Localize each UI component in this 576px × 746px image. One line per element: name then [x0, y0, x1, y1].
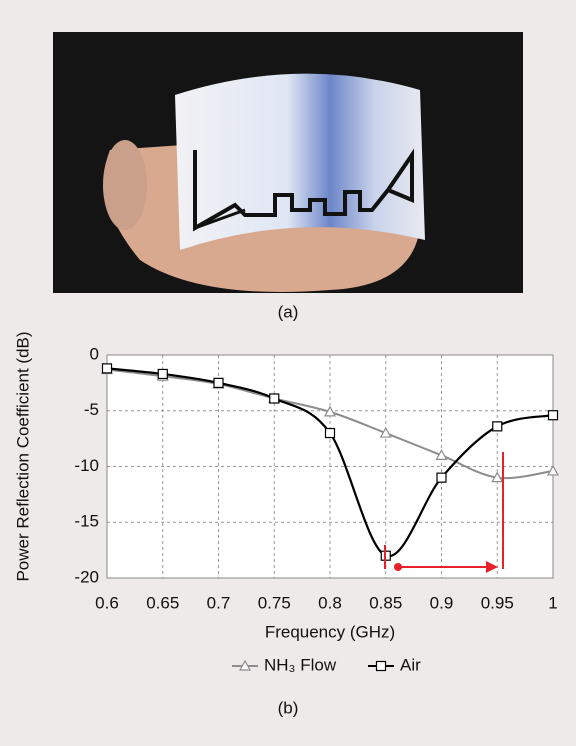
legend-label: Air	[400, 655, 421, 674]
x-tick-label: 0.6	[95, 593, 119, 612]
x-tick-label: 0.9	[430, 593, 454, 612]
data-point	[546, 464, 560, 476]
annotation	[394, 563, 402, 571]
data-point	[213, 377, 224, 388]
y-tick-label: 0	[90, 344, 99, 363]
annotation	[486, 561, 498, 573]
data-point	[492, 421, 503, 432]
photo	[53, 32, 523, 293]
data-point	[324, 427, 336, 439]
series-line	[106, 367, 554, 558]
y-tick-label: -10	[74, 456, 99, 475]
x-tick-label: 0.95	[481, 593, 514, 612]
data-point	[101, 363, 113, 374]
y-axis-label: Power Reflection Coefficient (dB)	[13, 331, 32, 581]
data-point	[323, 405, 337, 417]
legend-label: NH₃ Flow	[264, 655, 337, 674]
x-tick-label: 0.65	[146, 593, 179, 612]
panel-label: (b)	[278, 698, 299, 717]
data-point	[157, 368, 168, 380]
data-point	[547, 410, 559, 421]
x-tick-label: 0.8	[318, 593, 342, 612]
y-tick-label: -5	[84, 400, 99, 419]
data-point	[379, 426, 392, 438]
y-tick-label: -20	[74, 567, 99, 586]
data-point	[269, 393, 280, 404]
data-point	[435, 449, 448, 460]
x-tick-label: 0.75	[258, 593, 291, 612]
x-tick-label: 0.85	[369, 593, 402, 612]
data-point	[436, 472, 447, 483]
legend-marker	[375, 660, 387, 672]
x-tick-label: 1	[548, 593, 557, 612]
legend-marker	[238, 659, 252, 671]
y-tick-label: -15	[74, 512, 99, 531]
x-tick-label: 0.7	[207, 593, 231, 612]
panel-label: (a)	[278, 302, 299, 321]
x-axis-label: Frequency (GHz)	[265, 622, 395, 641]
data-point	[491, 471, 504, 483]
